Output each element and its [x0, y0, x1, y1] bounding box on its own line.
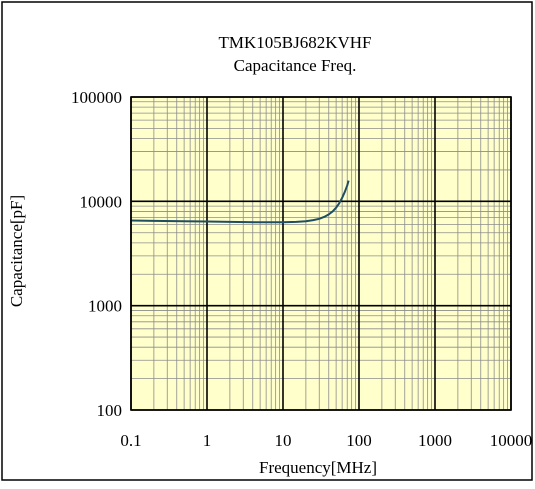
- y-tick-label: 1000: [88, 297, 122, 316]
- chart-subtitle: Capacitance Freq.: [234, 56, 357, 75]
- x-tick-label: 100: [346, 431, 372, 450]
- x-axis-label: Frequency[MHz]: [259, 458, 377, 477]
- series-layer: [130, 180, 350, 224]
- y-tick-label: 100000: [71, 88, 122, 107]
- minor-grid: [131, 97, 511, 410]
- x-tick-label: 1: [203, 431, 212, 450]
- x-tick-label: 10: [275, 431, 292, 450]
- x-tick-label: 0.1: [120, 431, 141, 450]
- x-tick-label: 1000: [418, 431, 452, 450]
- capacitance-series-line: [130, 180, 350, 224]
- y-tick-label: 10000: [80, 192, 123, 211]
- x-tick-labels: 0.1 1 10 100 1000 10000: [120, 431, 532, 450]
- y-tick-labels: 100 1000 10000 100000: [71, 88, 122, 420]
- plot-area: [131, 97, 511, 410]
- plot-frame: [130, 96, 512, 411]
- x-tick-label: 10000: [490, 431, 533, 450]
- y-axis-label: Capacitance[pF]: [7, 195, 26, 307]
- chart-title: TMK105BJ682KVHF: [218, 33, 371, 52]
- y-tick-label: 100: [97, 401, 123, 420]
